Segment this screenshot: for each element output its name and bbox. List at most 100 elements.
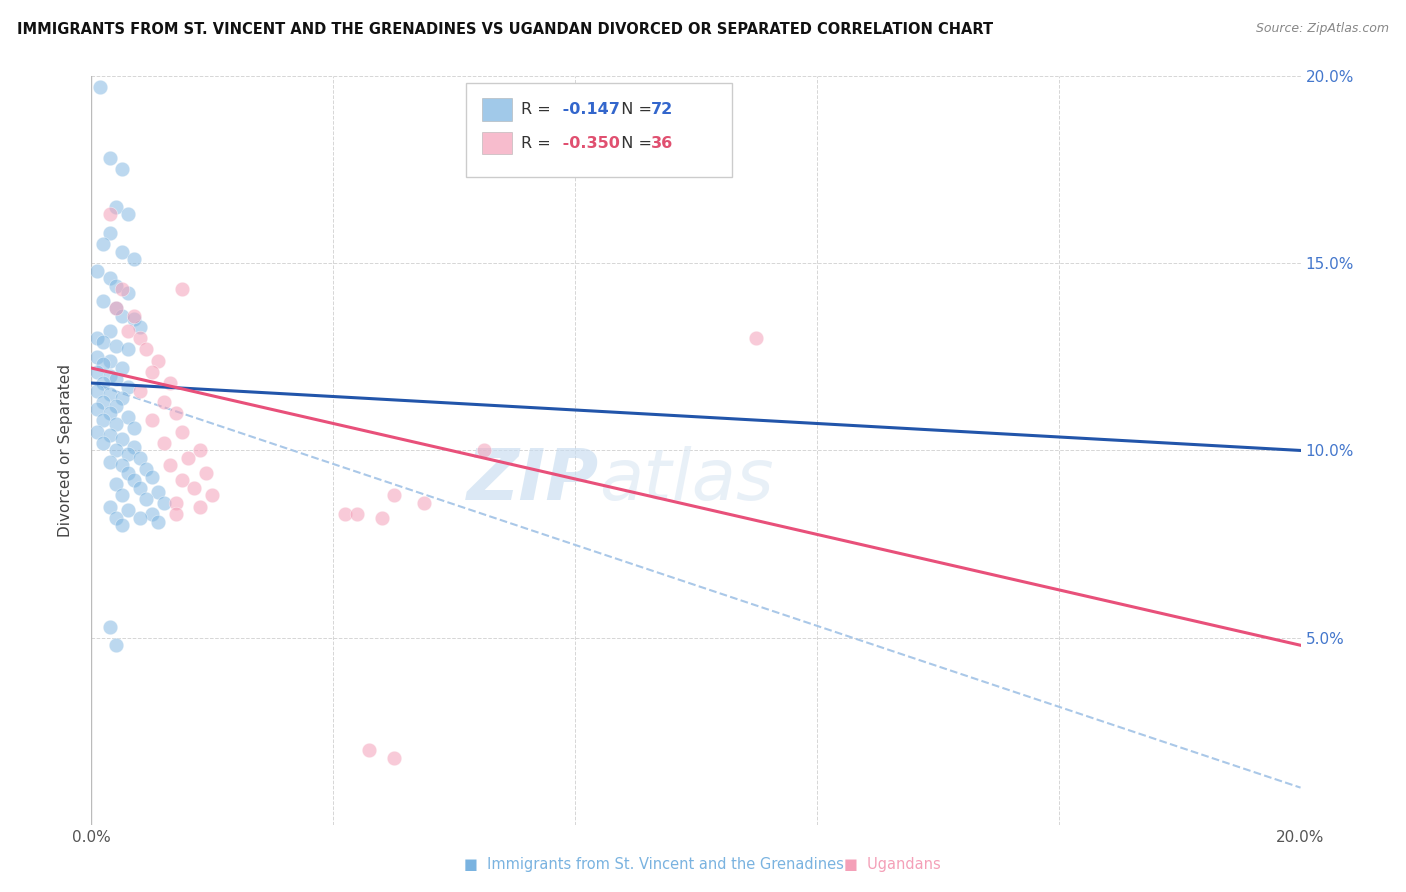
Point <box>104 443 127 458</box>
Bar <box>482 132 512 154</box>
Point <box>98 324 121 338</box>
Point <box>111 391 132 405</box>
Point <box>135 462 157 476</box>
Text: -0.350: -0.350 <box>557 136 620 151</box>
Point <box>472 443 495 458</box>
Point <box>195 466 218 480</box>
Point <box>128 481 150 495</box>
Point <box>122 440 145 454</box>
Point <box>128 511 150 525</box>
Point <box>122 312 145 326</box>
Point <box>111 309 132 323</box>
Point <box>104 417 127 432</box>
Point <box>128 331 150 345</box>
Point <box>98 500 121 514</box>
Point <box>183 481 205 495</box>
Point <box>98 406 121 420</box>
Text: R =: R = <box>520 136 555 151</box>
Point <box>122 421 145 435</box>
Point <box>93 413 115 427</box>
Point <box>188 443 211 458</box>
Point <box>93 237 115 252</box>
Point <box>104 477 127 491</box>
Point <box>86 402 108 417</box>
Point <box>172 474 194 488</box>
Text: -0.147: -0.147 <box>557 102 620 117</box>
Point <box>98 226 121 240</box>
Point <box>117 343 139 357</box>
Point <box>86 331 108 345</box>
Point <box>346 507 368 521</box>
Point <box>93 357 115 371</box>
Point <box>128 384 150 398</box>
Point <box>172 425 194 439</box>
Text: 72: 72 <box>651 102 673 117</box>
Point <box>104 372 127 386</box>
Point <box>86 365 108 379</box>
Point <box>111 518 132 533</box>
Point <box>104 399 127 413</box>
Point <box>146 515 169 529</box>
Point <box>117 503 139 517</box>
Point <box>111 458 132 473</box>
Text: ■  Immigrants from St. Vincent and the Grenadines: ■ Immigrants from St. Vincent and the Gr… <box>464 857 844 872</box>
Point <box>165 406 187 420</box>
FancyBboxPatch shape <box>467 83 733 177</box>
Point <box>117 447 139 461</box>
Point <box>93 334 115 349</box>
Point <box>141 507 163 521</box>
Point <box>117 286 139 301</box>
Point <box>335 507 357 521</box>
Point <box>135 343 157 357</box>
Point <box>177 450 200 465</box>
Point <box>104 511 127 525</box>
Text: R =: R = <box>520 102 555 117</box>
Point <box>188 500 211 514</box>
Point <box>141 469 163 483</box>
Point <box>122 309 145 323</box>
Point <box>172 282 194 296</box>
Point <box>111 488 132 502</box>
Point <box>98 428 121 442</box>
Point <box>117 409 139 424</box>
Point <box>98 207 121 221</box>
Point <box>104 638 127 652</box>
Bar <box>482 98 512 120</box>
Point <box>86 263 108 277</box>
Point <box>128 319 150 334</box>
Point <box>98 353 121 368</box>
Point <box>159 376 181 390</box>
Text: N =: N = <box>612 102 658 117</box>
Point <box>93 376 115 390</box>
Text: Source: ZipAtlas.com: Source: ZipAtlas.com <box>1256 22 1389 36</box>
Point <box>117 324 139 338</box>
Point <box>146 353 169 368</box>
Point <box>153 394 176 409</box>
Point <box>104 301 127 315</box>
Point <box>98 387 121 401</box>
Point <box>86 384 108 398</box>
Point <box>117 207 139 221</box>
Point <box>104 200 127 214</box>
Point <box>165 496 187 510</box>
Point <box>111 282 132 296</box>
Point <box>141 365 163 379</box>
Point <box>104 278 127 293</box>
Point <box>93 394 115 409</box>
Point <box>89 80 111 95</box>
Text: 36: 36 <box>651 136 673 151</box>
Point <box>104 338 127 352</box>
Point <box>104 301 127 315</box>
Point <box>382 488 405 502</box>
Point <box>153 436 176 450</box>
Point <box>98 619 121 633</box>
Point <box>86 425 108 439</box>
Text: ZIP: ZIP <box>467 446 599 515</box>
Point <box>98 151 121 165</box>
Point <box>117 466 139 480</box>
Point <box>98 271 121 285</box>
Point <box>153 496 176 510</box>
Text: IMMIGRANTS FROM ST. VINCENT AND THE GRENADINES VS UGANDAN DIVORCED OR SEPARATED : IMMIGRANTS FROM ST. VINCENT AND THE GREN… <box>17 22 993 37</box>
Point <box>359 743 381 757</box>
Point <box>93 293 115 308</box>
